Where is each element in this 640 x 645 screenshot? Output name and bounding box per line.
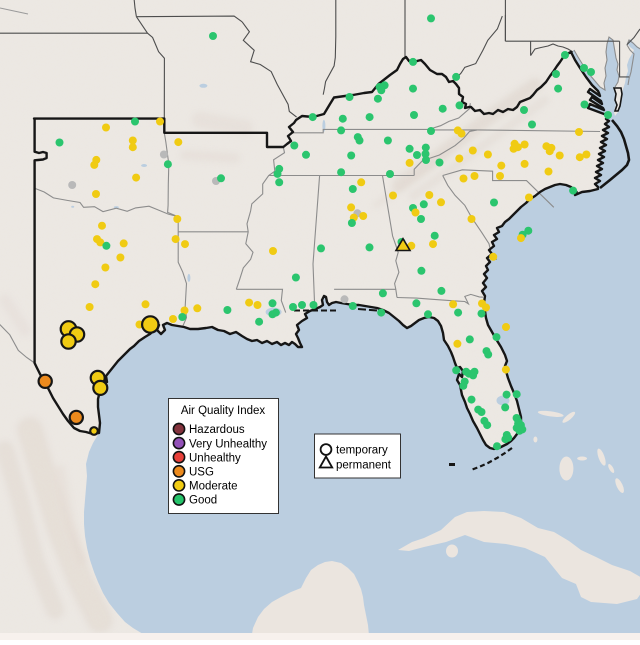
svg-text:Moderate: Moderate bbox=[189, 481, 238, 493]
svg-text:USG: USG bbox=[189, 467, 214, 479]
svg-text:Hazardous: Hazardous bbox=[189, 424, 245, 436]
svg-text:Very Unhealthy: Very Unhealthy bbox=[189, 438, 267, 450]
svg-text:Air Quality Index: Air Quality Index bbox=[181, 405, 266, 417]
svg-text:permanent: permanent bbox=[336, 460, 392, 472]
svg-text:temporary: temporary bbox=[336, 445, 388, 457]
svg-text:Good: Good bbox=[189, 495, 217, 507]
svg-text:Unhealthy: Unhealthy bbox=[189, 452, 241, 464]
